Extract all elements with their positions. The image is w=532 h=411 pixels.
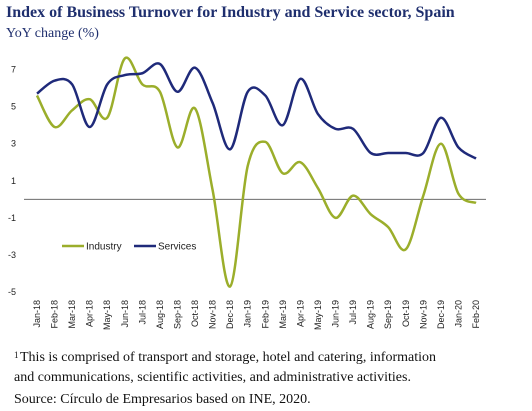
- x-tick-label: Dec-18: [225, 300, 235, 329]
- source: Source: Círculo de Empresarios based on …: [14, 392, 311, 407]
- x-tick-label: Apr-19: [295, 300, 305, 327]
- y-tick-label: 7: [11, 65, 16, 75]
- x-tick-label: Feb-18: [50, 300, 60, 329]
- x-tick-label: Jan-19: [243, 300, 253, 328]
- x-tick-label: Jun-18: [120, 300, 130, 328]
- y-tick-label: -5: [8, 287, 16, 297]
- x-tick-label: Mar-19: [278, 300, 288, 329]
- x-tick-label: May-19: [313, 300, 323, 330]
- y-tick-label: 3: [11, 139, 16, 149]
- x-tick-label: May-18: [102, 300, 112, 330]
- x-tick-label: Jan-20: [453, 300, 463, 328]
- x-tick-label: Nov-19: [418, 300, 428, 329]
- x-tick-label: Dec-19: [436, 300, 446, 329]
- x-tick-label: Nov-18: [208, 300, 218, 329]
- series-line: [35, 56, 477, 288]
- x-tick-label: Jun-19: [331, 300, 341, 328]
- footnote-line: and communications, scientific activitie…: [14, 370, 411, 385]
- y-tick-label: 1: [11, 176, 16, 186]
- x-tick-label: Feb-19: [260, 300, 270, 329]
- x-tick-label: Jul-18: [137, 300, 147, 325]
- y-tick-label: -3: [8, 250, 16, 260]
- x-tick-label: Mar-18: [67, 300, 77, 329]
- x-tick-label: Sep-18: [172, 300, 182, 329]
- footnote-line: This is comprised of transport and stora…: [20, 350, 436, 365]
- chart-subtitle: YoY change (%): [6, 26, 99, 41]
- x-tick-label: Jan-18: [32, 300, 42, 328]
- series-line: [36, 62, 477, 160]
- x-tick-label: Sep-19: [383, 300, 393, 329]
- x-tick-label: Aug-19: [366, 300, 376, 329]
- x-tick-label: Oct-19: [401, 300, 411, 327]
- footnote-marker: 1: [14, 350, 19, 360]
- legend-label: Services: [158, 242, 196, 253]
- x-tick-label: Jul-19: [348, 300, 358, 325]
- x-tick-label: Feb-20: [471, 300, 481, 329]
- legend-label: Industry: [86, 242, 122, 253]
- x-tick-label: Oct-18: [190, 300, 200, 327]
- y-tick-label: -1: [8, 213, 16, 223]
- chart-title: Index of Business Turnover for Industry …: [6, 4, 455, 21]
- x-tick-label: Apr-18: [85, 300, 95, 327]
- x-tick-label: Aug-18: [155, 300, 165, 329]
- y-tick-label: 5: [11, 102, 16, 112]
